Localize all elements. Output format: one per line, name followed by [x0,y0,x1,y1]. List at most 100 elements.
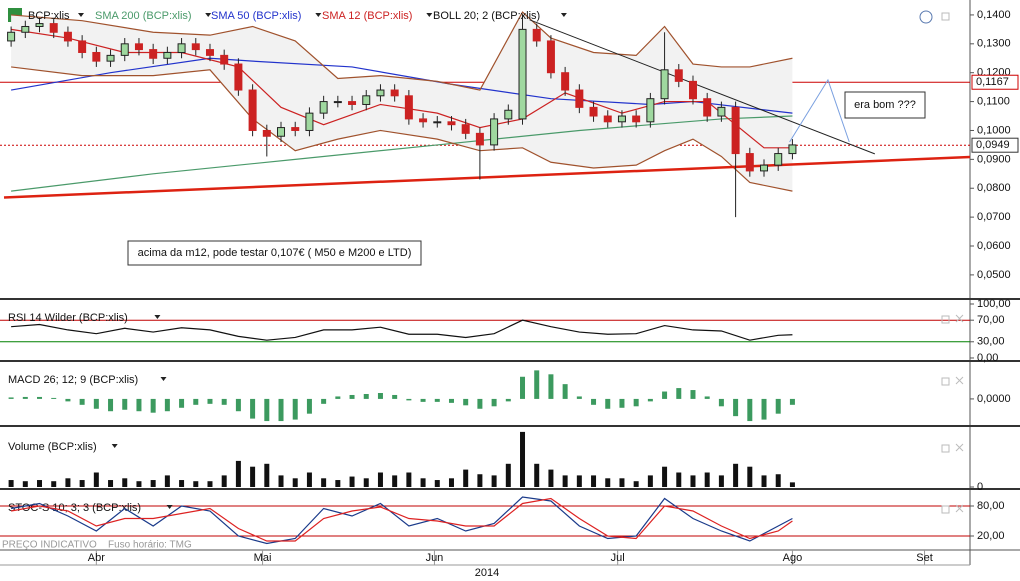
bar [235,398,241,412]
bar [235,460,241,487]
bar [647,398,653,402]
candle-body [632,115,641,123]
legend-entry: SMA 200 (BCP:xlis) [95,10,192,22]
x-tick-label: Jun [426,552,444,564]
panel-button [941,444,950,453]
candle-body [106,54,115,62]
bar [108,480,114,487]
bar [619,478,625,487]
candle-body [390,89,399,97]
candle-body [575,89,584,108]
bar [690,390,696,399]
bar [775,398,781,414]
candle-body [504,109,513,120]
dropdown-arrow [426,13,433,17]
trend-line [3,155,971,199]
indicator-line [11,28,793,149]
bar [448,398,454,403]
candle-body [433,121,442,124]
candle-body [348,101,357,105]
level-label-box [971,137,1019,153]
indicator-line [11,11,793,91]
candle-body [92,51,101,62]
y-tick-label: 0,1100 [977,95,1010,107]
clock-icon[interactable] [919,10,933,24]
dropdown-arrow [111,444,118,448]
candle-body [134,43,143,51]
bar [164,398,170,412]
dropdown-arrow [315,13,322,17]
bar [108,398,114,412]
bar [662,466,668,487]
candle-body [291,127,300,131]
x-tick-label: Ago [783,552,803,564]
candle-body [262,129,271,137]
bar [562,384,568,399]
bar [349,476,355,487]
bar [491,475,497,487]
bar [676,388,682,399]
indicator-line [10,497,793,542]
bar [179,398,185,408]
annotation-box [844,91,926,119]
bar [22,481,28,487]
candle-body [546,40,555,74]
candle-body [731,106,740,155]
candle-body [674,69,683,82]
x-tick-label: Mai [254,552,272,564]
candle-body [21,25,30,33]
bar [122,398,128,410]
bar [789,398,795,405]
y-tick-label: 0,0700 [977,211,1011,223]
candle-body [362,95,371,105]
bar [520,376,526,399]
bar [420,398,426,402]
bar [761,475,767,487]
bar [221,398,227,405]
bar [690,475,696,487]
bar [420,478,426,487]
bar [548,374,554,399]
bar [576,396,582,399]
y-tick-label: 0,1000 [977,124,1011,136]
bar [662,391,668,399]
candle-body [205,49,214,56]
bar [37,480,43,487]
bar [51,397,57,399]
bar [349,394,355,399]
y-tick-label: 0,0800 [977,182,1011,194]
timezone-label: Fuso horário: TMG [108,540,192,551]
level-label: 0,0949 [976,139,1010,151]
candle-body [277,127,286,137]
panel-button [941,505,950,514]
panel-button [941,315,950,324]
bar [591,475,597,487]
candle-body [177,43,186,53]
candle-body [63,31,72,42]
bar [306,398,312,414]
bar [122,478,128,487]
indicator-line [10,496,793,545]
bar [193,398,199,405]
y-tick-label: 0,0000 [977,393,1011,405]
bar [264,398,270,422]
candle-body [617,115,626,123]
bar [562,475,568,487]
candle-body [589,106,598,117]
legend-entry: SMA 50 (BCP:xlis) [211,10,301,22]
window-icon[interactable] [941,12,950,21]
y-tick-label: 0,00 [977,352,998,364]
bar [22,396,28,399]
indicator-line [10,57,793,114]
bar [65,398,71,402]
candle-body [603,115,612,123]
bar [718,398,724,407]
panel-title: Volume (BCP:xlis) [8,441,97,453]
candle-body [248,89,257,131]
bar [363,478,369,487]
bar [51,481,57,487]
candle-body [745,153,754,172]
footer-label: PREÇO INDICATIVO [2,540,97,551]
y-tick-label: 0,0600 [977,240,1011,252]
candle-body [305,112,314,131]
